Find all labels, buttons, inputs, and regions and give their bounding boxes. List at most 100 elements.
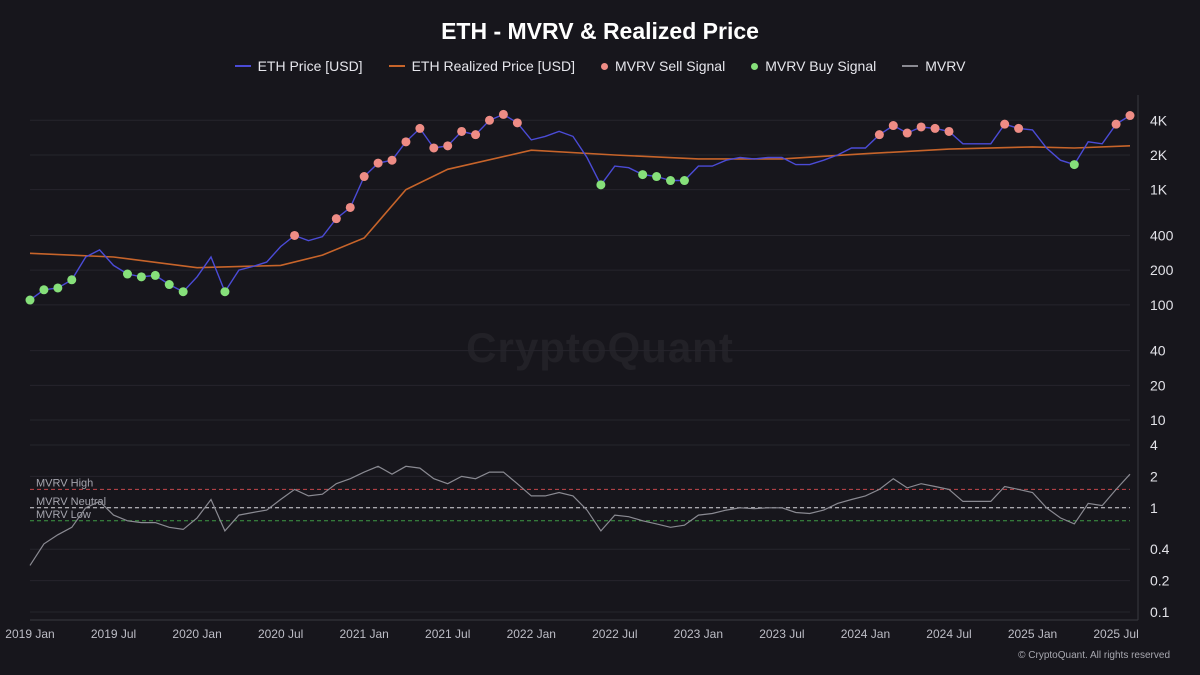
legend-item[interactable]: MVRV Sell Signal xyxy=(600,58,726,74)
x-tick-label: 2019 Jul xyxy=(91,627,136,641)
buy-signal-point xyxy=(1069,160,1079,170)
legend-dot-icon xyxy=(751,62,759,70)
mvrv-tick-label: 2 xyxy=(1150,468,1158,484)
sell-signal-point xyxy=(471,130,481,140)
price-tick-label: 200 xyxy=(1150,262,1174,278)
buy-signal-point xyxy=(53,283,63,293)
price-tick-label: 10 xyxy=(1150,412,1166,428)
legend-label: MVRV xyxy=(925,58,966,74)
x-tick-label: 2022 Jan xyxy=(507,627,556,641)
buy-signal-point xyxy=(679,176,689,186)
sell-signal-point xyxy=(930,123,940,133)
price-tick-label: 2K xyxy=(1150,147,1168,163)
sell-signal-point xyxy=(401,137,411,147)
sell-signal-point xyxy=(944,126,954,136)
legend-dot-icon xyxy=(600,62,608,70)
buy-signal-point xyxy=(666,176,676,186)
sell-signal-point xyxy=(1125,111,1135,121)
x-tick-label: 2022 Jul xyxy=(592,627,637,641)
x-tick-label: 2020 Jan xyxy=(172,627,221,641)
chart-legend: ETH Price [USD] ETH Realized Price [USD] M… xyxy=(0,58,1200,74)
legend-label: ETH Realized Price [USD] xyxy=(411,58,575,74)
legend-item[interactable]: MVRV Buy Signal xyxy=(751,58,876,74)
sell-signal-point xyxy=(484,115,494,125)
mvrv-tick-label: 0.4 xyxy=(1150,541,1170,557)
sell-signal-point xyxy=(443,141,453,151)
sell-signal-point xyxy=(373,158,383,168)
reference-line-label: MVRV Neutral xyxy=(36,496,106,508)
buy-signal-point xyxy=(150,270,160,280)
mvrv-line xyxy=(29,465,1131,566)
buy-signal-point xyxy=(122,269,132,279)
legend-line-icon xyxy=(388,65,405,67)
x-tick-labels: 2019 Jan 2019 Jul 2020 Jan 2020 Jul 2021 Jan… xyxy=(5,627,1138,641)
sell-signal-point xyxy=(331,214,341,224)
legend-label: ETH Price [USD] xyxy=(257,58,363,74)
sell-signal-point xyxy=(902,128,912,138)
legend-item[interactable]: ETH Price [USD] xyxy=(234,58,363,74)
sell-signal-point xyxy=(387,155,397,165)
sell-signal-point xyxy=(512,118,522,128)
buy-signal-point xyxy=(652,172,662,182)
x-tick-label: 2019 Jan xyxy=(5,627,54,641)
copyright-notice: © CryptoQuant. All rights reserved xyxy=(1018,650,1170,661)
x-tick-label: 2021 Jul xyxy=(425,627,470,641)
mvrv-tick-label: 0.1 xyxy=(1150,604,1170,620)
buy-signal-point xyxy=(164,280,174,290)
buy-signal-point xyxy=(220,287,230,297)
sell-signal-point xyxy=(498,109,508,119)
price-tick-label: 4K xyxy=(1150,112,1168,128)
price-tick-label: 1K xyxy=(1150,182,1168,198)
y-tick-labels: 4K 2K 1K 400 200 100 40 20 10 4 2 1 0.4 0.2 0.1 xyxy=(1150,112,1174,620)
legend-line-icon xyxy=(902,65,919,67)
reference-line-label: MVRV High xyxy=(36,477,93,489)
gridlines xyxy=(30,119,1130,613)
eth-price-line xyxy=(29,113,1131,301)
sell-signal-point xyxy=(415,123,425,133)
price-tick-label: 20 xyxy=(1150,377,1166,393)
x-tick-label: 2024 Jan xyxy=(841,627,890,641)
legend-label: MVRV Buy Signal xyxy=(765,58,877,74)
x-tick-label: 2024 Jul xyxy=(926,627,971,641)
sell-signal-point xyxy=(457,126,467,136)
legend-label: MVRV Sell Signal xyxy=(614,58,726,74)
sell-signal-point xyxy=(1014,123,1024,133)
chart-title: ETH - MVRV & Realized Price xyxy=(441,18,759,44)
legend-item[interactable]: ETH Realized Price [USD] xyxy=(388,58,575,74)
x-tick-label: 2023 Jul xyxy=(759,627,804,641)
reference-line-label: MVRV Low xyxy=(36,509,91,521)
price-tick-label: 100 xyxy=(1150,297,1174,313)
sell-signal-point xyxy=(874,130,884,140)
price-tick-label: 40 xyxy=(1150,343,1166,359)
sell-signal-point xyxy=(916,122,926,132)
realized-price-line xyxy=(29,145,1131,269)
buy-signal-point xyxy=(136,272,146,282)
x-tick-label: 2023 Jan xyxy=(674,627,723,641)
mvrv-tick-label: 1 xyxy=(1150,500,1158,516)
sell-signal-point xyxy=(359,172,369,182)
signal-markers xyxy=(25,109,1135,305)
sell-signal-point xyxy=(1111,119,1121,129)
x-tick-label: 2025 Jul xyxy=(1093,627,1138,641)
mvrv-tick-label: 4 xyxy=(1150,437,1158,453)
watermark: CryptoQuant xyxy=(466,324,734,371)
sell-signal-point xyxy=(1000,119,1010,129)
buy-signal-point xyxy=(178,287,188,297)
x-tick-label: 2025 Jan xyxy=(1008,627,1057,641)
legend-line-icon xyxy=(234,65,251,67)
buy-signal-point xyxy=(596,180,606,190)
x-tick-label: 2021 Jan xyxy=(339,627,388,641)
buy-signal-point xyxy=(25,295,35,305)
sell-signal-point xyxy=(429,143,439,153)
sell-signal-point xyxy=(345,202,355,212)
buy-signal-point xyxy=(638,170,648,180)
x-tick-label: 2020 Jul xyxy=(258,627,303,641)
mvrv-tick-label: 0.2 xyxy=(1150,573,1170,589)
sell-signal-point xyxy=(290,230,300,240)
price-tick-label: 400 xyxy=(1150,227,1174,243)
legend-item[interactable]: MVRV xyxy=(902,58,965,74)
sell-signal-point xyxy=(888,121,898,131)
